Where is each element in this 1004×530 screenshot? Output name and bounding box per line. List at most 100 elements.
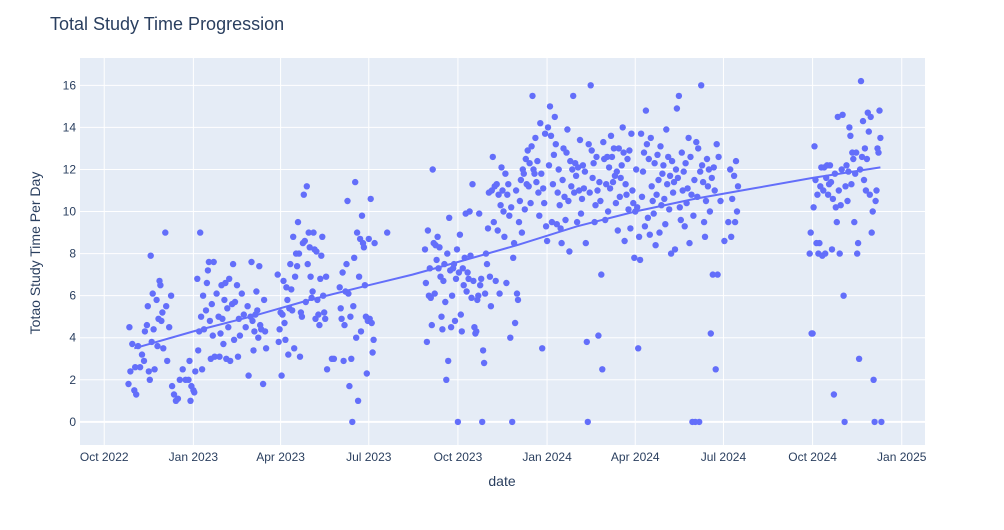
data-point xyxy=(508,204,515,211)
data-point xyxy=(844,197,851,205)
data-point xyxy=(431,290,438,297)
data-point xyxy=(435,265,442,272)
data-point xyxy=(574,164,582,171)
data-point xyxy=(248,258,255,266)
data-point xyxy=(490,218,497,226)
data-point xyxy=(346,382,353,390)
data-point xyxy=(650,210,657,217)
data-point xyxy=(291,345,298,352)
data-point xyxy=(521,206,528,213)
data-point xyxy=(698,162,706,169)
data-point xyxy=(428,321,435,329)
data-point xyxy=(154,342,161,350)
data-point xyxy=(829,195,837,203)
data-point xyxy=(434,233,441,240)
data-point xyxy=(827,178,835,186)
data-point xyxy=(562,216,569,224)
data-point xyxy=(275,338,282,346)
data-point xyxy=(555,166,562,173)
data-point xyxy=(822,250,829,257)
data-point xyxy=(338,315,345,322)
data-point xyxy=(487,303,495,310)
x-tick-label: Jan 2024 xyxy=(522,450,572,464)
data-point xyxy=(830,391,838,398)
data-point xyxy=(587,82,594,89)
data-point xyxy=(220,340,227,348)
data-point xyxy=(860,176,868,184)
data-point xyxy=(316,321,323,329)
data-point xyxy=(458,328,465,335)
data-point xyxy=(698,82,705,89)
data-point xyxy=(261,328,269,335)
data-point xyxy=(233,282,241,289)
data-point xyxy=(251,328,258,335)
data-point xyxy=(847,132,854,139)
y-tick-label: 0 xyxy=(69,415,76,429)
data-point xyxy=(164,357,171,365)
data-point xyxy=(168,382,176,390)
data-point xyxy=(833,218,840,226)
data-point xyxy=(196,328,203,335)
data-point xyxy=(157,282,164,289)
data-point xyxy=(644,214,652,221)
data-point xyxy=(553,221,560,228)
data-point xyxy=(133,391,140,398)
data-point xyxy=(533,178,540,186)
data-point xyxy=(230,336,238,343)
data-point xyxy=(837,202,844,209)
data-point xyxy=(160,345,167,352)
data-point xyxy=(143,321,151,329)
data-point xyxy=(340,357,347,365)
data-point xyxy=(851,218,858,226)
data-point xyxy=(344,197,351,205)
data-point xyxy=(504,191,511,198)
data-point xyxy=(195,347,202,354)
data-point xyxy=(513,290,521,297)
data-point xyxy=(468,294,475,301)
data-point xyxy=(877,134,884,142)
data-point xyxy=(259,380,267,388)
data-point xyxy=(216,353,223,360)
chart-title: Total Study Time Progression xyxy=(50,14,284,34)
data-point xyxy=(497,202,504,209)
data-point xyxy=(635,233,643,240)
data-point xyxy=(535,189,542,196)
data-point xyxy=(624,155,631,163)
data-point xyxy=(310,229,317,236)
data-point xyxy=(532,134,539,142)
data-point xyxy=(206,317,214,325)
data-point xyxy=(706,208,714,215)
data-point xyxy=(674,174,682,182)
data-point xyxy=(814,191,821,198)
data-point xyxy=(856,166,864,173)
data-point xyxy=(203,279,211,287)
data-point xyxy=(699,178,707,186)
data-point xyxy=(446,214,453,221)
data-point xyxy=(869,208,876,215)
data-point xyxy=(554,189,561,196)
data-point xyxy=(538,170,545,177)
data-point xyxy=(665,153,672,161)
data-point xyxy=(493,181,500,188)
x-tick-label: Oct 2022 xyxy=(80,450,129,464)
data-point xyxy=(661,195,668,203)
y-tick-label: 6 xyxy=(69,289,76,303)
data-point xyxy=(254,307,261,314)
data-point xyxy=(429,166,436,173)
data-point xyxy=(125,380,132,388)
data-point xyxy=(640,149,648,156)
data-point xyxy=(284,296,291,304)
data-point xyxy=(543,237,551,245)
data-point xyxy=(617,174,624,182)
data-point xyxy=(369,349,376,356)
data-point xyxy=(684,185,691,192)
data-point xyxy=(591,218,598,226)
data-point xyxy=(667,250,675,257)
data-point xyxy=(637,130,645,137)
data-point xyxy=(620,149,627,156)
data-point xyxy=(256,263,263,270)
data-point xyxy=(838,166,845,173)
data-point xyxy=(358,212,366,219)
